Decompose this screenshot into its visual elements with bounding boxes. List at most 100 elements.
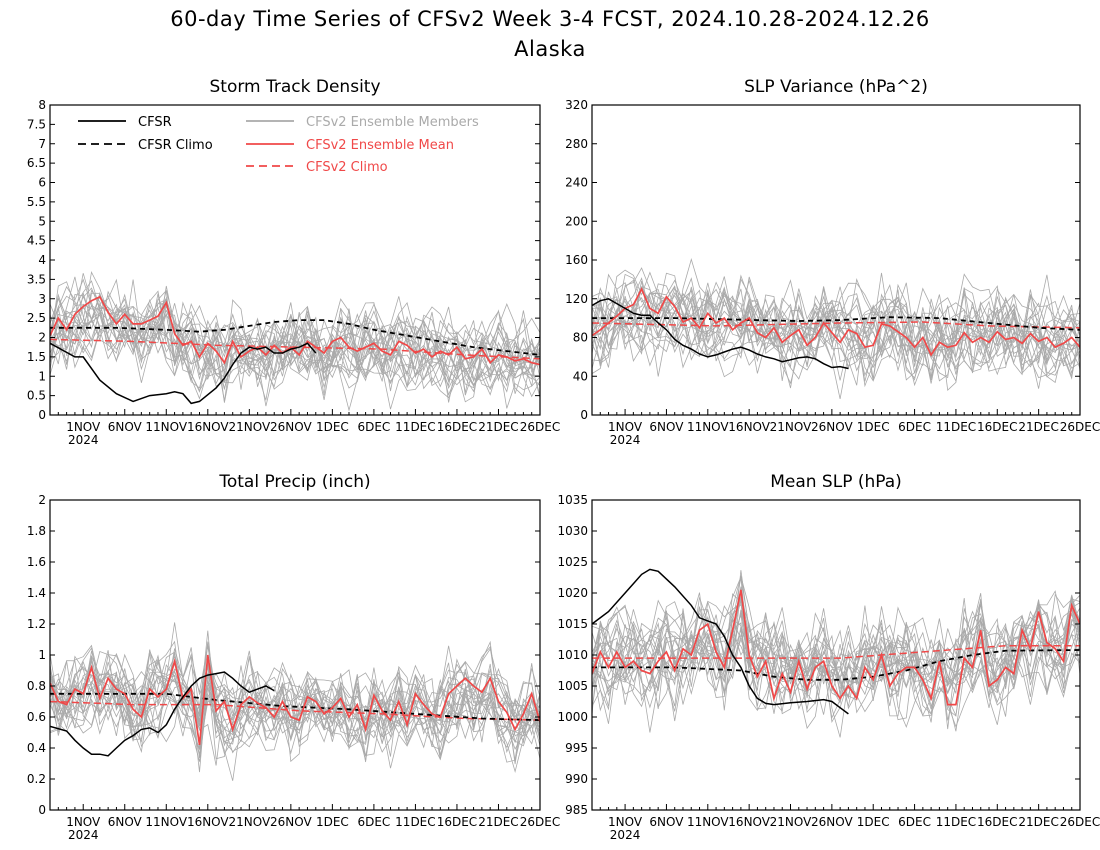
x-tick-label: 11NOV xyxy=(145,420,187,434)
ensemble-member-line xyxy=(50,298,540,386)
ensemble-member-line xyxy=(592,282,1080,381)
ensemble-member-line xyxy=(50,667,540,766)
cfsr-line xyxy=(592,568,849,715)
panel-1: Storm Track Density 0 0.5 1 1.5 2 2.5 3 3.5 4 4.5 5… xyxy=(27,77,560,447)
y-tick-label: 4.5 xyxy=(27,234,46,248)
ensemble-member-line xyxy=(592,597,1080,729)
y-tick-label: 1.8 xyxy=(27,524,46,538)
x-tick-label: 21DEC xyxy=(478,815,518,829)
ensemble-member-line xyxy=(592,602,1080,730)
y-tick-label: 1020 xyxy=(557,586,588,600)
x-tick-label: 11NOV xyxy=(687,815,729,829)
x-tick-label: 26NOV xyxy=(270,815,312,829)
x-tick-label: 16NOV xyxy=(728,815,770,829)
x-tick-label: 1DEC xyxy=(857,815,890,829)
y-tick-label: 0 xyxy=(38,803,46,817)
y-tick-label: 1000 xyxy=(557,710,588,724)
ensemble-member-line xyxy=(50,304,540,401)
x-tick-label: 21NOV xyxy=(228,815,270,829)
panel-title: Mean SLP (hPa) xyxy=(770,472,902,492)
ensemble-member-line xyxy=(592,278,1080,381)
y-tick-label: 6.5 xyxy=(27,156,46,170)
x-tick-label: 16DEC xyxy=(977,815,1017,829)
x-tick-label: 16DEC xyxy=(437,420,477,434)
y-tick-label: 5.5 xyxy=(27,195,46,209)
ensemble-member-line xyxy=(592,601,1080,738)
x-year-label: 2024 xyxy=(68,828,99,842)
ensemble-member-line xyxy=(592,273,1080,381)
ensemble-member-line xyxy=(50,279,540,409)
x-tick-label: 26NOV xyxy=(811,815,853,829)
x-tick-label: 26DEC xyxy=(520,420,560,434)
x-tick-label: 6NOV xyxy=(649,815,684,829)
y-tick-label: 985 xyxy=(565,803,588,817)
y-tick-label: 0 xyxy=(580,408,588,422)
legend-label: CFSv2 Ensemble Mean xyxy=(306,138,454,153)
ensemble-member-line xyxy=(592,287,1080,389)
panel-2: SLP Variance (hPa^2) 0 40 80 120 160 200 240 280… xyxy=(565,77,1100,447)
y-tick-label: 995 xyxy=(565,741,588,755)
x-tick-label: 11DEC xyxy=(395,815,435,829)
y-tick-label: 990 xyxy=(565,772,588,786)
ensemble-member-line xyxy=(592,601,1080,717)
y-tick-label: 1025 xyxy=(557,555,588,569)
ensemble-member-line xyxy=(592,286,1080,384)
x-tick-label: 6DEC xyxy=(357,420,390,434)
y-tick-label: 1005 xyxy=(557,679,588,693)
x-tick-label: 6NOV xyxy=(108,420,143,434)
y-tick-label: 3.5 xyxy=(27,272,46,286)
legend-label: CFSv2 Ensemble Members xyxy=(306,115,479,130)
y-tick-label: 0.2 xyxy=(27,772,46,786)
y-tick-label: 120 xyxy=(565,292,588,306)
x-tick-label: 16NOV xyxy=(187,420,229,434)
y-tick-label: 8 xyxy=(38,98,46,112)
ensemble-member-line xyxy=(50,661,540,781)
y-tick-label: 0.4 xyxy=(27,741,46,755)
ensemble-member-line xyxy=(50,645,540,745)
ensemble-member-line xyxy=(592,586,1080,724)
x-tick-label: 21DEC xyxy=(1018,815,1058,829)
y-tick-label: 2 xyxy=(38,493,46,507)
x-tick-label: 11DEC xyxy=(395,420,435,434)
ensemble-member-line xyxy=(592,276,1080,376)
ensemble-member-line xyxy=(592,574,1080,695)
x-tick-label: 11DEC xyxy=(936,815,976,829)
y-tick-label: 0.6 xyxy=(27,710,46,724)
x-year-label: 2024 xyxy=(68,433,99,447)
x-tick-label: 11DEC xyxy=(936,420,976,434)
panel-title: SLP Variance (hPa^2) xyxy=(744,77,928,97)
ensemble-member-line xyxy=(50,622,540,761)
cfsv2-climo-line xyxy=(50,700,540,721)
x-tick-label: 21NOV xyxy=(770,420,812,434)
x-tick-label: 6NOV xyxy=(649,420,684,434)
y-tick-label: 7.5 xyxy=(27,117,46,131)
panel-3: Total Precip (inch) 0 0.2 0.4 0.6 0.8 1 1.2 1.4 1… xyxy=(27,472,560,842)
ensemble-member-line xyxy=(50,295,540,393)
ensemble-member-line xyxy=(592,603,1080,724)
y-tick-label: 1.2 xyxy=(27,617,46,631)
x-tick-label: 26NOV xyxy=(811,420,853,434)
y-tick-label: 1 xyxy=(38,648,46,662)
x-tick-label: 16DEC xyxy=(977,420,1017,434)
ensemble-member-line xyxy=(592,592,1080,715)
cfsr-line xyxy=(50,342,317,405)
panel-4: Mean SLP (hPa) 985 990 995 1000 1005 1010 1015 1… xyxy=(557,472,1100,842)
y-tick-label: 160 xyxy=(565,253,588,267)
y-tick-label: 240 xyxy=(565,176,588,190)
y-tick-label: 3 xyxy=(38,292,46,306)
cfsv2-climo-line xyxy=(50,338,540,360)
legend: CFSR CFSR Climo CFSv2 Ensemble Members CFSv… xyxy=(78,115,479,175)
ensemble-mean-line xyxy=(50,295,540,366)
ensemble-mean-line xyxy=(50,654,540,746)
y-tick-label: 1.5 xyxy=(27,350,46,364)
x-tick-label: 6DEC xyxy=(357,815,390,829)
x-tick-label: 1NOV xyxy=(66,815,101,829)
x-tick-label: 16NOV xyxy=(728,420,770,434)
y-tick-label: 1035 xyxy=(557,493,588,507)
x-tick-label: 6DEC xyxy=(898,420,931,434)
plot-frame xyxy=(591,104,1081,416)
y-tick-label: 0 xyxy=(38,408,46,422)
plot-area xyxy=(592,257,1080,399)
y-tick-label: 2.5 xyxy=(27,311,46,325)
